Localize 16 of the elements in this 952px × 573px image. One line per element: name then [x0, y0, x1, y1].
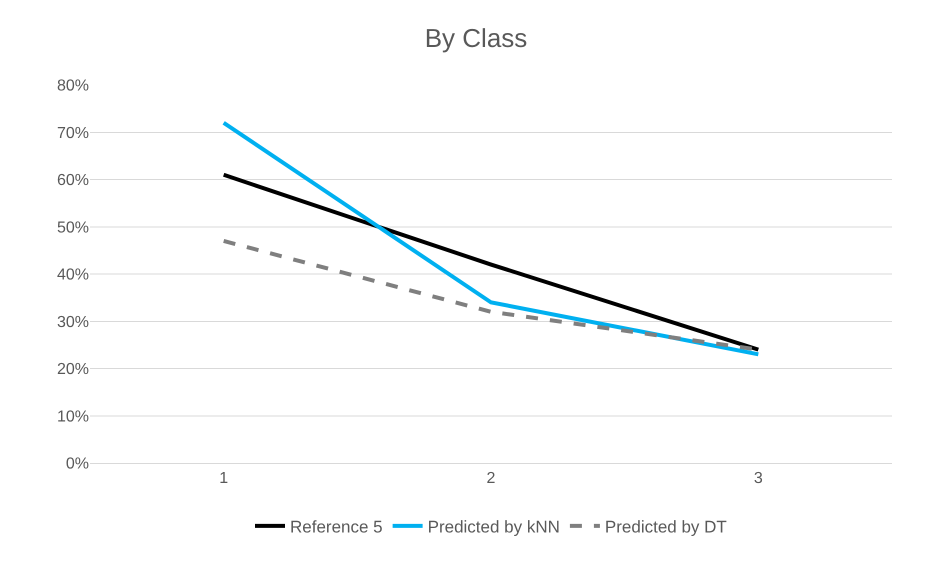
legend-label: Reference 5 [290, 518, 383, 537]
y-tick-label: 70% [56, 124, 89, 142]
legend-label: Predicted by kNN [428, 518, 560, 537]
x-tick-label: 3 [754, 470, 763, 488]
legend-label: Predicted by DT [604, 518, 727, 537]
y-tick-label: 60% [56, 172, 89, 190]
y-tick-label: 40% [56, 266, 89, 284]
y-tick-label: 0% [66, 456, 89, 473]
x-tick-label: 1 [219, 470, 228, 488]
y-tick-label: 80% [56, 78, 89, 95]
chart-title: By Class [424, 22, 528, 53]
x-tick-label: 2 [486, 470, 496, 488]
y-tick-label: 10% [56, 408, 89, 426]
y-tick-label: 20% [56, 361, 89, 378]
y-tick-label: 50% [56, 219, 89, 236]
y-tick-label: 30% [56, 314, 89, 331]
